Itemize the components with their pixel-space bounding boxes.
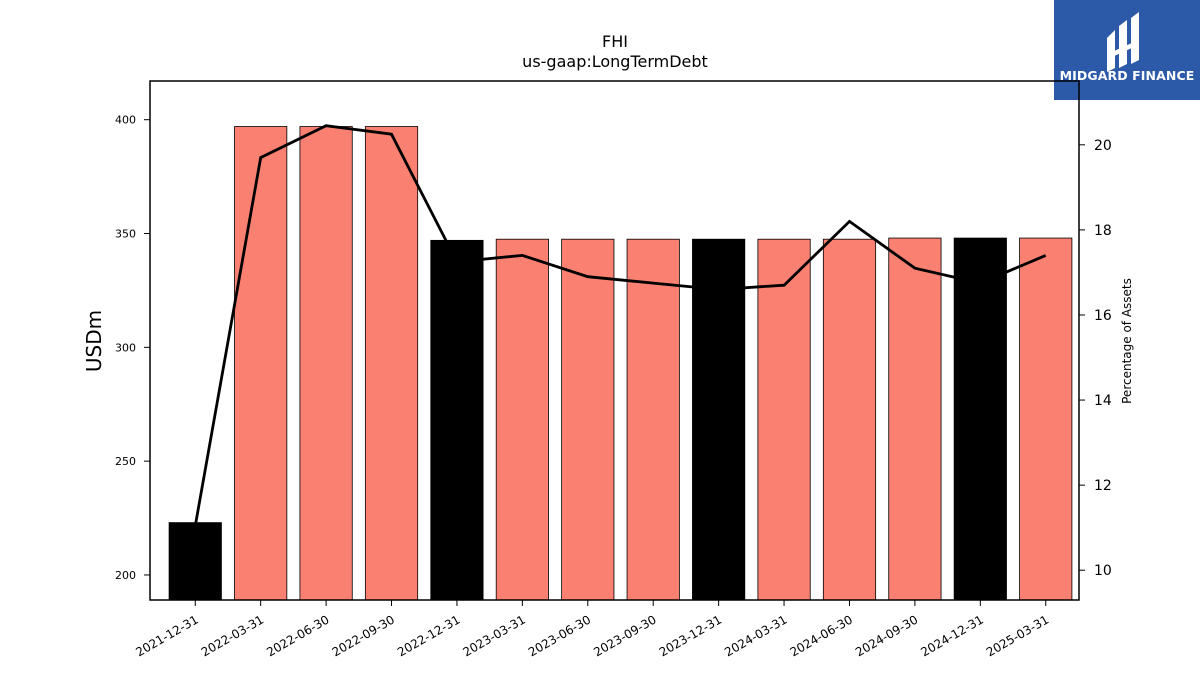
x-tick-label: 2024-12-31 bbox=[918, 612, 985, 659]
bar bbox=[496, 239, 548, 600]
y2-tick-label: 18 bbox=[1094, 223, 1112, 239]
x-tick-label: 2023-09-30 bbox=[591, 612, 658, 659]
x-tick-label: 2024-09-30 bbox=[853, 612, 920, 659]
bar bbox=[169, 523, 221, 600]
y2-tick-label: 20 bbox=[1094, 138, 1112, 154]
y-tick-label: 250 bbox=[115, 455, 136, 468]
y-tick-label: 350 bbox=[115, 228, 136, 241]
bar bbox=[823, 239, 875, 600]
bar bbox=[300, 127, 352, 600]
x-tick-label: 2022-03-31 bbox=[199, 612, 266, 659]
x-tick-label: 2021-12-31 bbox=[133, 612, 200, 659]
bar bbox=[889, 238, 941, 600]
bar bbox=[431, 240, 483, 600]
y2-tick-label: 12 bbox=[1094, 478, 1112, 494]
bar bbox=[692, 239, 744, 600]
y2-tick-label: 14 bbox=[1094, 393, 1112, 409]
x-tick-label: 2022-09-30 bbox=[330, 612, 397, 659]
x-tick-label: 2022-06-30 bbox=[264, 612, 331, 659]
x-tick-label: 2023-06-30 bbox=[526, 612, 593, 659]
bar bbox=[365, 127, 417, 600]
x-tick-label: 2023-03-31 bbox=[460, 612, 527, 659]
x-tick-label: 2025-03-31 bbox=[984, 612, 1051, 659]
y2-axis-label: Percentage of Assets bbox=[1120, 278, 1134, 404]
bar-line-chart: 2002503003504001012141618202021-12-31202… bbox=[0, 0, 1200, 675]
bar bbox=[954, 238, 1006, 600]
bar bbox=[1020, 238, 1072, 600]
bar bbox=[758, 239, 810, 600]
y2-tick-label: 16 bbox=[1094, 308, 1112, 324]
bar bbox=[562, 239, 614, 600]
y-axis-label: USDm bbox=[82, 310, 106, 372]
y-tick-label: 200 bbox=[115, 569, 136, 582]
y-tick-label: 400 bbox=[115, 114, 136, 127]
bar bbox=[235, 127, 287, 600]
x-tick-label: 2024-06-30 bbox=[788, 612, 855, 659]
y2-tick-label: 10 bbox=[1094, 563, 1112, 579]
x-tick-label: 2022-12-31 bbox=[395, 612, 462, 659]
y-tick-label: 300 bbox=[115, 341, 136, 354]
x-tick-label: 2023-12-31 bbox=[657, 612, 724, 659]
x-tick-label: 2024-03-31 bbox=[722, 612, 789, 659]
bar bbox=[627, 239, 679, 600]
